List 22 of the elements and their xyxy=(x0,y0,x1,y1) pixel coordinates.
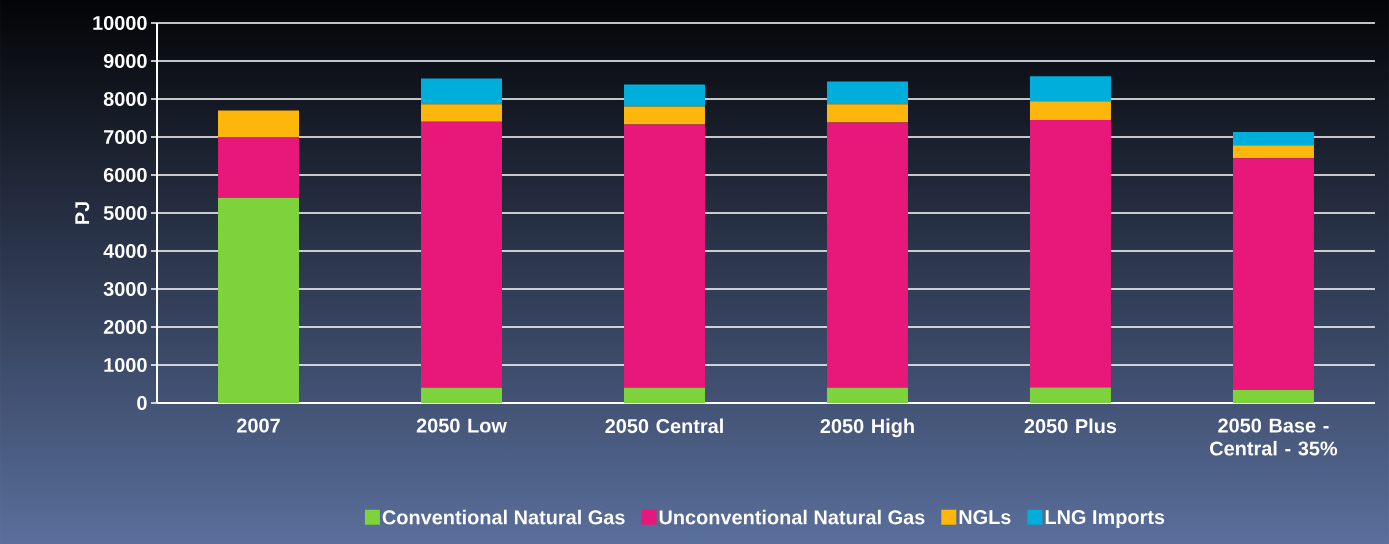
x-tick-label: 2050 Plus xyxy=(1024,418,1117,434)
x-tick-label: 2050 Low xyxy=(416,418,507,433)
x-tick-label: 2007 xyxy=(237,418,280,433)
y-tick-label: 9000 xyxy=(103,53,147,69)
y-tick-label: 10000 xyxy=(93,15,147,31)
y-tick-label: 8000 xyxy=(103,91,147,107)
y-tick-label: 6000 xyxy=(103,167,147,183)
x-tick-label: 2050 Base - Central - 35% xyxy=(1210,418,1338,456)
legend-label: Unconventional Natural Gas xyxy=(659,509,925,525)
x-tick-label: 2050 Central xyxy=(605,418,723,434)
legend-label: Conventional Natural Gas xyxy=(382,509,625,525)
y-tick-label: 5000 xyxy=(103,205,147,221)
y-axis-title: PJ xyxy=(75,202,90,224)
y-tick-label: 3000 xyxy=(103,281,147,297)
y-tick-label: 7000 xyxy=(104,129,147,145)
legend-label: LNG Imports xyxy=(1045,510,1165,529)
legend-label: NGLs xyxy=(959,510,1011,525)
y-tick-label: 2000 xyxy=(103,319,147,335)
y-tick-label: 4000 xyxy=(103,243,147,259)
x-tick-label: 2050 High xyxy=(820,418,914,438)
y-tick-label: 1000 xyxy=(104,357,147,373)
y-tick-label: 0 xyxy=(137,395,147,411)
